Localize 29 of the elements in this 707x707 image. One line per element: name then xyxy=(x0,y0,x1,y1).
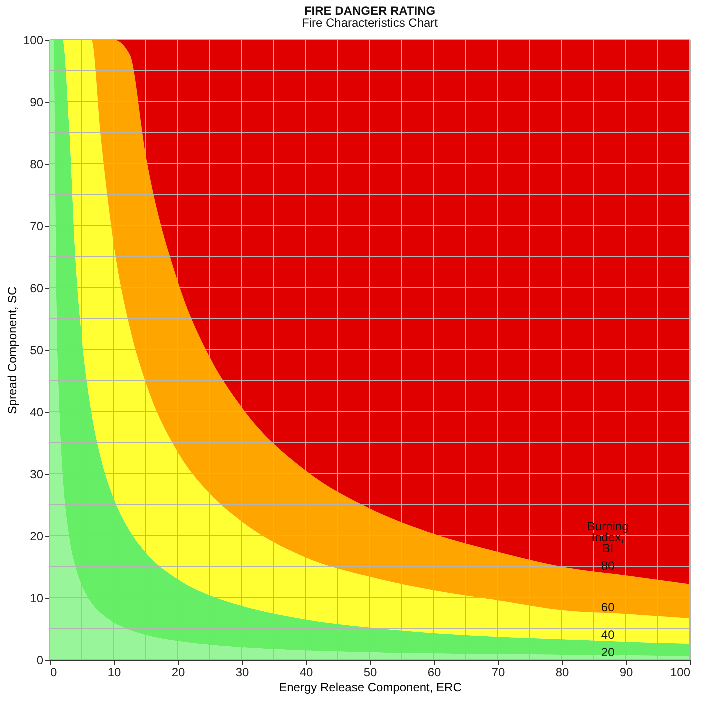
y-tick-label: 10 xyxy=(30,592,44,606)
y-tick-label: 20 xyxy=(30,530,44,544)
chart-title: FIRE DANGER RATING xyxy=(304,4,436,18)
x-tick-label: 80 xyxy=(556,666,570,680)
chart-subtitle: Fire Characteristics Chart xyxy=(302,16,439,30)
x-tick-label: 50 xyxy=(364,666,378,680)
x-axis-title: Energy Release Component, ERC xyxy=(279,680,462,694)
y-tick-label: 90 xyxy=(30,96,44,110)
y-tick-label: 100 xyxy=(23,34,44,48)
y-tick-label: 40 xyxy=(30,406,44,420)
y-tick-label: 50 xyxy=(30,344,44,358)
y-tick-label: 0 xyxy=(36,654,44,668)
x-tick-label: 60 xyxy=(428,666,442,680)
x-tick-label: 20 xyxy=(172,666,186,680)
y-tick-label: 30 xyxy=(30,468,44,482)
annotation: 40 xyxy=(601,628,616,642)
x-tick-label: 0 xyxy=(50,666,58,680)
x-tick-label: 40 xyxy=(300,666,314,680)
x-tick-label: 30 xyxy=(236,666,250,680)
annotation: 20 xyxy=(601,646,616,660)
x-tick-label: 90 xyxy=(620,666,634,680)
y-tick-label: 80 xyxy=(30,158,44,172)
y-tick-label: 60 xyxy=(30,282,44,296)
x-tick-label: 70 xyxy=(492,666,506,680)
y-axis-title: Spread Component, SC xyxy=(5,286,20,414)
y-tick-label: 70 xyxy=(30,220,44,234)
x-tick-label: 100 xyxy=(670,666,691,680)
x-tick-label: 10 xyxy=(108,666,122,680)
annotation: 60 xyxy=(601,600,616,614)
